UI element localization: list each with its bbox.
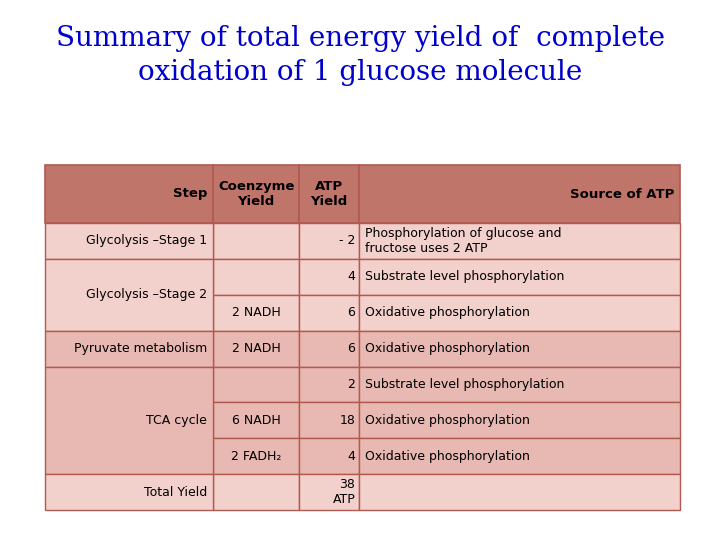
Text: TCA cycle: TCA cycle: [146, 414, 207, 427]
Bar: [213, 165, 299, 223]
Bar: [359, 367, 680, 402]
Bar: [45, 223, 213, 259]
Text: Coenzyme
Yield: Coenzyme Yield: [218, 180, 294, 208]
Bar: [359, 259, 680, 295]
Bar: [45, 259, 213, 330]
Bar: [359, 165, 680, 223]
Text: 6: 6: [348, 306, 356, 319]
Bar: [299, 438, 359, 474]
Bar: [299, 295, 359, 330]
Bar: [299, 330, 359, 367]
Bar: [45, 330, 213, 367]
Text: 38
ATP: 38 ATP: [333, 478, 356, 506]
Text: 4: 4: [348, 450, 356, 463]
Text: Substrate level phosphorylation: Substrate level phosphorylation: [365, 378, 564, 391]
Bar: [213, 438, 299, 474]
Bar: [213, 330, 299, 367]
Text: Oxidative phosphorylation: Oxidative phosphorylation: [365, 306, 530, 319]
Text: 18: 18: [339, 414, 356, 427]
Bar: [359, 223, 680, 259]
Text: Oxidative phosphorylation: Oxidative phosphorylation: [365, 450, 530, 463]
Bar: [213, 367, 299, 402]
Text: Substrate level phosphorylation: Substrate level phosphorylation: [365, 271, 564, 284]
Bar: [213, 223, 299, 259]
Text: Oxidative phosphorylation: Oxidative phosphorylation: [365, 342, 530, 355]
Bar: [299, 259, 359, 295]
Text: 2 NADH: 2 NADH: [232, 306, 281, 319]
Text: 2: 2: [348, 378, 356, 391]
Text: Summary of total energy yield of  complete: Summary of total energy yield of complet…: [55, 24, 665, 51]
Bar: [45, 474, 213, 510]
Text: ATP
Yield: ATP Yield: [310, 180, 348, 208]
Bar: [299, 223, 359, 259]
Bar: [213, 474, 299, 510]
Bar: [299, 165, 359, 223]
Text: oxidation of 1 glucose molecule: oxidation of 1 glucose molecule: [138, 58, 582, 85]
Bar: [359, 438, 680, 474]
Bar: [299, 367, 359, 402]
Bar: [213, 295, 299, 330]
Text: 2 FADH₂: 2 FADH₂: [231, 450, 282, 463]
Text: 6 NADH: 6 NADH: [232, 414, 281, 427]
Text: - 2: - 2: [339, 234, 356, 247]
Bar: [359, 474, 680, 510]
Text: Phosphorylation of glucose and
fructose uses 2 ATP: Phosphorylation of glucose and fructose …: [365, 227, 562, 255]
Bar: [45, 367, 213, 474]
Text: Glycolysis –Stage 2: Glycolysis –Stage 2: [86, 288, 207, 301]
Bar: [359, 330, 680, 367]
Text: Glycolysis –Stage 1: Glycolysis –Stage 1: [86, 234, 207, 247]
Bar: [299, 402, 359, 438]
Bar: [213, 402, 299, 438]
Text: Oxidative phosphorylation: Oxidative phosphorylation: [365, 414, 530, 427]
Text: 2 NADH: 2 NADH: [232, 342, 281, 355]
Text: Total Yield: Total Yield: [144, 485, 207, 498]
Text: 6: 6: [348, 342, 356, 355]
Bar: [45, 165, 213, 223]
Text: Pyruvate metabolism: Pyruvate metabolism: [74, 342, 207, 355]
Text: 4: 4: [348, 271, 356, 284]
Bar: [213, 259, 299, 295]
Text: Source of ATP: Source of ATP: [570, 187, 674, 200]
Bar: [299, 474, 359, 510]
Text: Step: Step: [173, 187, 207, 200]
Bar: [359, 295, 680, 330]
Bar: [359, 402, 680, 438]
